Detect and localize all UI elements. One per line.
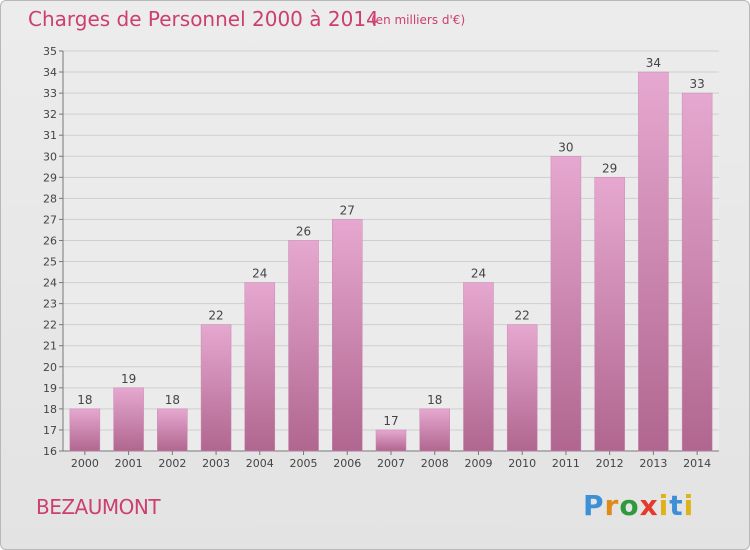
- x-tick-label: 2005: [290, 457, 318, 470]
- bar: [113, 387, 144, 452]
- bar: [638, 71, 669, 452]
- bar: [244, 282, 276, 452]
- x-tick-label: 2006: [333, 457, 361, 470]
- x-tick-label: 2012: [596, 457, 624, 470]
- y-tick-label: 31: [43, 129, 57, 142]
- y-tick-label: 21: [43, 340, 57, 353]
- logo-letter: i: [683, 489, 695, 522]
- data-label: 18: [427, 393, 442, 407]
- bar: [681, 92, 713, 452]
- x-tick-label: 2000: [71, 457, 99, 470]
- logo-letter: o: [619, 489, 640, 522]
- y-tick-label: 19: [43, 382, 57, 395]
- logo-letter: i: [658, 489, 670, 522]
- y-tick-label: 33: [43, 87, 57, 100]
- x-tick-label: 2011: [552, 457, 580, 470]
- x-tick-label: 2001: [115, 457, 143, 470]
- logo-letter: P: [583, 489, 605, 522]
- y-tick-label: 27: [43, 213, 57, 226]
- x-tick-label: 2014: [683, 457, 711, 470]
- data-label: 29: [602, 161, 617, 175]
- x-tick-label: 2007: [377, 457, 405, 470]
- y-tick-label: 22: [43, 319, 57, 332]
- x-tick-label: 2008: [421, 457, 449, 470]
- y-tick-label: 17: [43, 424, 57, 437]
- bar: [288, 240, 319, 452]
- x-tick-label: 2009: [464, 457, 492, 470]
- y-tick-label: 23: [43, 298, 57, 311]
- data-label: 18: [77, 393, 92, 407]
- y-tick-label: 29: [43, 171, 57, 184]
- logo-letter: t: [669, 489, 684, 522]
- data-label: 33: [689, 77, 704, 91]
- data-label: 22: [515, 309, 530, 323]
- data-label: 19: [121, 372, 136, 386]
- y-tick-label: 28: [43, 192, 57, 205]
- data-label: 22: [208, 309, 223, 323]
- bar: [594, 177, 625, 452]
- bar: [200, 324, 232, 452]
- y-tick-label: 35: [43, 45, 57, 58]
- x-tick-label: 2002: [158, 457, 186, 470]
- y-tick-label: 20: [43, 361, 57, 374]
- town-name: BEZAUMONT: [36, 495, 161, 519]
- y-tick-label: 30: [43, 150, 57, 163]
- x-tick-label: 2004: [246, 457, 274, 470]
- data-label: 17: [383, 414, 398, 428]
- x-tick-label: 2010: [508, 457, 536, 470]
- data-label: 18: [165, 393, 180, 407]
- data-label: 24: [252, 267, 267, 281]
- bar: [332, 219, 363, 452]
- bar: [463, 282, 494, 452]
- logo-letter: x: [639, 489, 659, 522]
- data-label: 27: [340, 203, 355, 217]
- y-tick-label: 25: [43, 256, 57, 269]
- bar: [506, 324, 538, 452]
- chart-title: Charges de Personnel 2000 à 2014: [28, 7, 379, 31]
- data-label: 24: [471, 267, 486, 281]
- y-tick-label: 16: [43, 445, 57, 458]
- bar: [419, 408, 450, 452]
- chart-subtitle: (en milliers d'€): [371, 13, 466, 27]
- bar: [69, 408, 101, 452]
- y-tick-label: 34: [43, 66, 57, 79]
- bar: [157, 408, 188, 452]
- data-label: 26: [296, 224, 311, 238]
- x-tick-label: 2003: [202, 457, 230, 470]
- proxiti-logo: Proxiti: [583, 489, 694, 522]
- y-tick-label: 24: [43, 277, 57, 290]
- y-tick-label: 32: [43, 108, 57, 121]
- y-tick-label: 18: [43, 403, 57, 416]
- y-tick-label: 26: [43, 234, 57, 247]
- x-tick-label: 2013: [639, 457, 667, 470]
- data-label: 34: [646, 56, 661, 70]
- logo-letter: r: [604, 489, 620, 522]
- bar: [375, 429, 407, 452]
- data-label: 30: [558, 140, 573, 154]
- bar: [550, 156, 582, 452]
